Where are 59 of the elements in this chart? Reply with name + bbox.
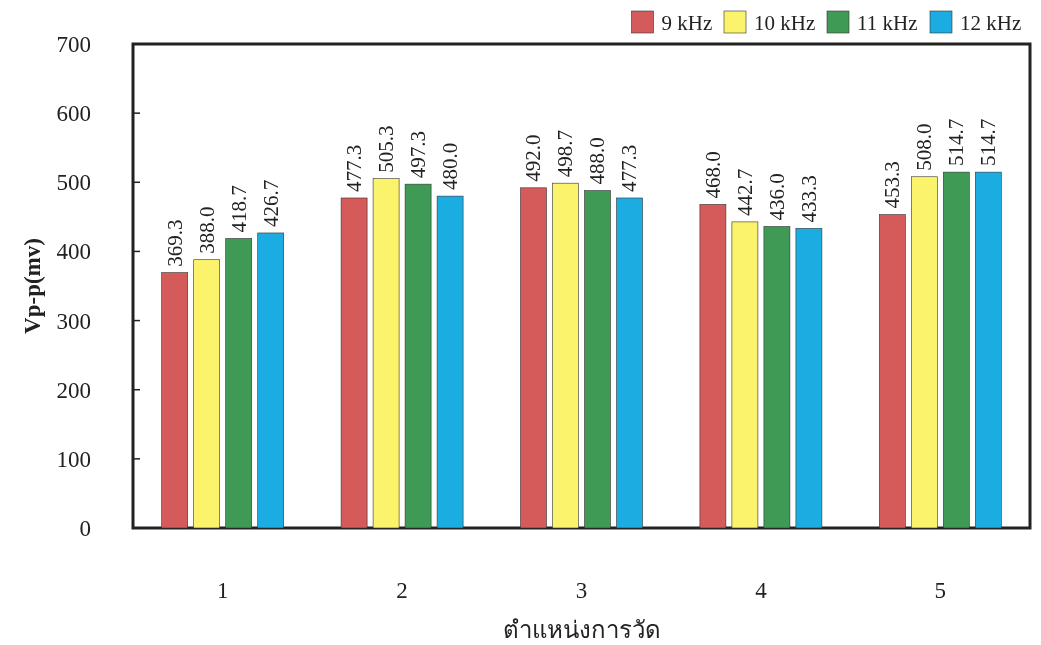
data-label: 418.7 [226, 185, 251, 233]
y-axis-title: Vp-p(mv) [20, 238, 45, 334]
bar [552, 182, 579, 529]
data-label: 477.3 [342, 144, 367, 192]
data-label: 514.7 [976, 118, 1001, 167]
y-tick-label: 300 [56, 308, 91, 334]
legend-label: 9 kHz [661, 11, 713, 35]
bar [520, 187, 547, 529]
data-label: 388.0 [194, 206, 219, 254]
data-label: 488.0 [585, 137, 610, 185]
data-label: 369.3 [162, 219, 187, 267]
data-label: 497.3 [406, 130, 431, 179]
legend-label: 11 kHz [857, 11, 918, 35]
x-tick-label: 1 [216, 578, 229, 603]
bar [161, 272, 188, 529]
bar [404, 183, 432, 529]
bar [436, 195, 464, 529]
bar [372, 178, 400, 529]
y-tick-label: 400 [56, 239, 91, 265]
data-label: 426.7 [258, 179, 283, 227]
x-axis-title: ตำแหน่งการวัด [502, 617, 661, 643]
y-tick-label: 100 [56, 446, 91, 472]
bar [340, 197, 368, 529]
bar [616, 197, 643, 529]
bar [257, 232, 284, 529]
data-label: 442.7 [732, 168, 757, 216]
bar [699, 204, 727, 529]
data-label: 477.3 [617, 144, 642, 192]
data-label: 492.0 [521, 134, 546, 182]
y-tick-label: 600 [56, 101, 91, 127]
y-tick-label: 700 [56, 32, 91, 57]
bar [763, 226, 791, 529]
data-label: 453.3 [880, 161, 905, 209]
bar [879, 214, 906, 529]
y-tick-label: 200 [56, 377, 91, 403]
data-label: 436.0 [764, 173, 789, 221]
x-tick-label: 5 [934, 578, 947, 603]
data-label: 480.0 [438, 142, 463, 191]
legend-label: 12 kHz [960, 11, 1022, 35]
x-tick-label: 2 [396, 578, 408, 603]
bar [193, 259, 220, 529]
bar [975, 171, 1002, 529]
data-label: 433.3 [796, 175, 821, 223]
bar [584, 190, 611, 529]
bar [943, 171, 970, 529]
data-label: 505.3 [374, 125, 399, 173]
data-label: 514.7 [944, 118, 969, 167]
bar [911, 176, 938, 529]
y-tick-label: 500 [56, 170, 91, 196]
data-label: 498.7 [553, 129, 578, 178]
y-tick-label: 0 [79, 516, 91, 541]
bar [225, 238, 252, 529]
bar [731, 221, 759, 529]
x-tick-label: 4 [755, 578, 768, 603]
data-label: 508.0 [912, 123, 937, 171]
x-tick-label: 3 [575, 578, 588, 603]
legend-label: 10 kHz [754, 11, 816, 35]
bar [795, 228, 823, 529]
data-label: 468.0 [700, 151, 725, 199]
